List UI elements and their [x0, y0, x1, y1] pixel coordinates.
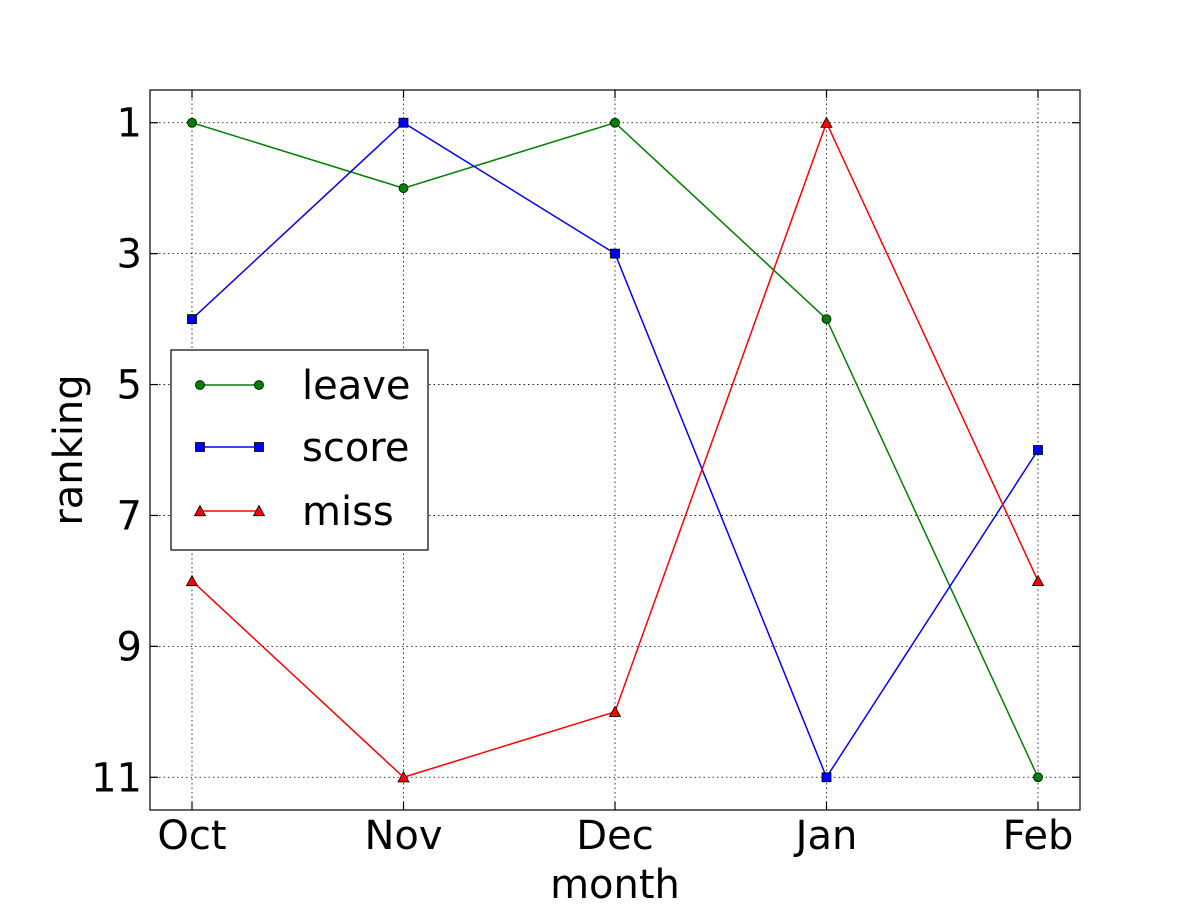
ticks-layer: 1 3 5 7 9 11 Oct Nov Dec Jan Feb — [91, 90, 1080, 859]
legend-marker-leave — [195, 380, 205, 390]
data-point-miss — [608, 705, 622, 717]
data-point-leave — [187, 117, 197, 128]
data-point-leave — [398, 183, 409, 194]
series-leave — [187, 117, 1043, 783]
y-tick-label: 1 — [117, 101, 142, 147]
data-point-miss — [1031, 574, 1045, 586]
legend-label-score: score — [302, 425, 409, 471]
x-tick-label: Oct — [157, 813, 226, 859]
data-point-miss — [185, 574, 199, 586]
legend-item-score: score — [195, 425, 409, 471]
legend-marker-miss — [193, 504, 207, 517]
legend-item-leave: leave — [195, 363, 411, 409]
data-point-miss — [820, 116, 833, 128]
data-point-score — [610, 248, 620, 259]
legend-label-miss: miss — [302, 489, 394, 535]
data-point-score — [821, 772, 832, 783]
x-tick-label: Dec — [576, 813, 653, 859]
legend-frame — [170, 349, 429, 551]
y-axis-label: ranking — [46, 374, 92, 525]
legend-marker-score — [254, 442, 264, 452]
x-tick-label: Nov — [364, 813, 442, 859]
data-point-score — [187, 314, 197, 324]
series-layer — [185, 116, 1045, 783]
series-score — [187, 117, 1043, 783]
data-point-score — [1033, 445, 1043, 455]
legend-item-miss: miss — [193, 489, 394, 535]
x-axis-label: month — [550, 862, 680, 900]
data-point-score — [398, 117, 409, 128]
legend: leave score miss — [170, 349, 429, 551]
x-tick-label: Jan — [793, 813, 858, 859]
legend-marker-miss — [252, 504, 266, 517]
data-point-leave — [610, 117, 620, 128]
data-point-miss — [397, 770, 410, 783]
legend-marker-leave — [254, 380, 264, 390]
y-tick-label: 5 — [117, 363, 142, 409]
data-point-leave — [1033, 772, 1043, 783]
legend-label-leave: leave — [302, 363, 411, 409]
data-point-leave — [821, 314, 832, 324]
y-tick-label: 9 — [117, 624, 142, 670]
y-tick-label: 3 — [117, 232, 142, 278]
y-tick-label: 11 — [91, 755, 142, 801]
y-tick-label: 7 — [117, 493, 142, 539]
x-tick-label: Feb — [1003, 813, 1074, 859]
legend-marker-score — [195, 442, 205, 452]
series-miss — [185, 116, 1045, 783]
